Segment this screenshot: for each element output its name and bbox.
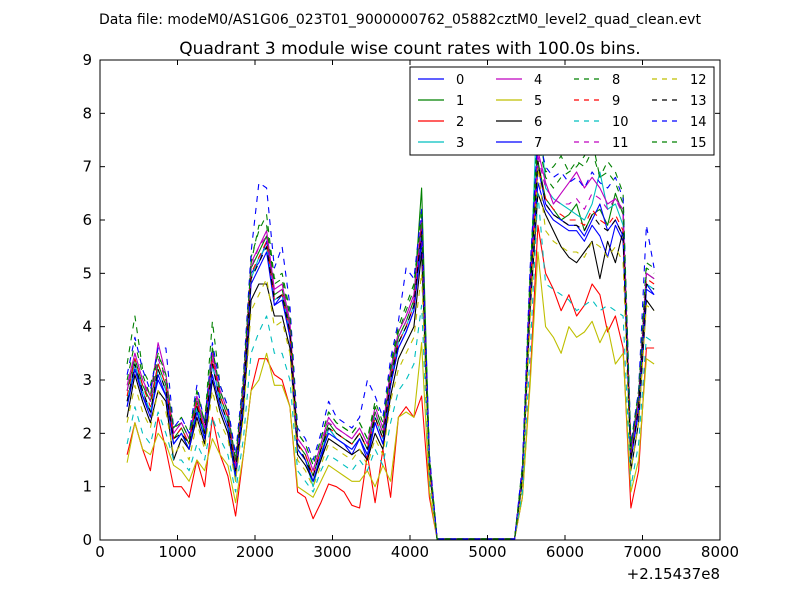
series-line-2	[126, 224, 655, 540]
legend-label-1: 1	[456, 94, 464, 109]
legend-label-7: 7	[534, 136, 542, 151]
chart-title: Quadrant 3 module wise count rates with …	[179, 39, 640, 59]
y-tick-label: 2	[82, 424, 92, 442]
legend-label-14: 14	[690, 115, 707, 130]
series-line-6	[126, 192, 655, 540]
series-line-14	[126, 134, 655, 540]
y-tick-label: 8	[82, 104, 92, 122]
legend-label-8: 8	[612, 73, 620, 88]
series-line-12	[126, 166, 655, 540]
legend-label-4: 4	[534, 73, 542, 88]
axes: 0 1000 2000 3000 4000 5000 6000 7000 80000123456…	[82, 51, 739, 561]
legend-box	[409, 66, 715, 156]
legend-label-12: 12	[690, 73, 707, 88]
x-tick-label: 1000	[158, 543, 196, 561]
series-line-15	[126, 139, 655, 540]
series-line-1	[126, 160, 655, 540]
y-tick-label: 7	[82, 158, 92, 176]
x-offset-label: +2.15437e8	[627, 565, 720, 583]
series-line-9	[126, 166, 655, 540]
legend-label-9: 9	[612, 94, 620, 109]
x-tick-label: 6000	[546, 543, 584, 561]
y-tick-label: 4	[82, 318, 92, 336]
x-tick-label: 5000	[468, 543, 506, 561]
y-tick-label: 3	[82, 371, 92, 389]
x-tick-label: 0	[95, 543, 105, 561]
data-file-label: Data file: modeM0/AS1G06_023T01_90000007…	[99, 12, 701, 28]
y-tick-label: 5	[82, 264, 92, 282]
x-tick-label: 2000	[236, 543, 274, 561]
legend-label-15: 15	[690, 136, 707, 151]
plot-area	[126, 86, 655, 540]
legend-label-10: 10	[612, 115, 629, 130]
y-tick-label: 9	[82, 51, 92, 69]
legend-label-3: 3	[456, 136, 464, 151]
series-line-5	[126, 251, 655, 540]
legend-label-0: 0	[456, 73, 464, 88]
series-line-8	[126, 123, 655, 540]
legend-label-5: 5	[534, 94, 542, 109]
x-tick-label: 7000	[623, 543, 661, 561]
x-tick-label: 4000	[391, 543, 429, 561]
y-tick-label: 6	[82, 211, 92, 229]
series-line-10	[126, 192, 655, 540]
series-line-13	[126, 160, 655, 540]
y-tick-label: 1	[82, 478, 92, 496]
x-tick-label: 8000	[701, 543, 739, 561]
legend-label-13: 13	[690, 94, 707, 109]
series-line-11	[126, 155, 655, 540]
series-lines	[126, 86, 655, 540]
series-line-0	[126, 182, 655, 540]
legend-label-6: 6	[534, 115, 542, 130]
legend-label-11: 11	[612, 136, 629, 151]
y-tick-label: 0	[82, 531, 92, 549]
x-tick-label: 3000	[313, 543, 351, 561]
series-line-7	[126, 166, 655, 540]
legend-label-2: 2	[456, 115, 464, 130]
